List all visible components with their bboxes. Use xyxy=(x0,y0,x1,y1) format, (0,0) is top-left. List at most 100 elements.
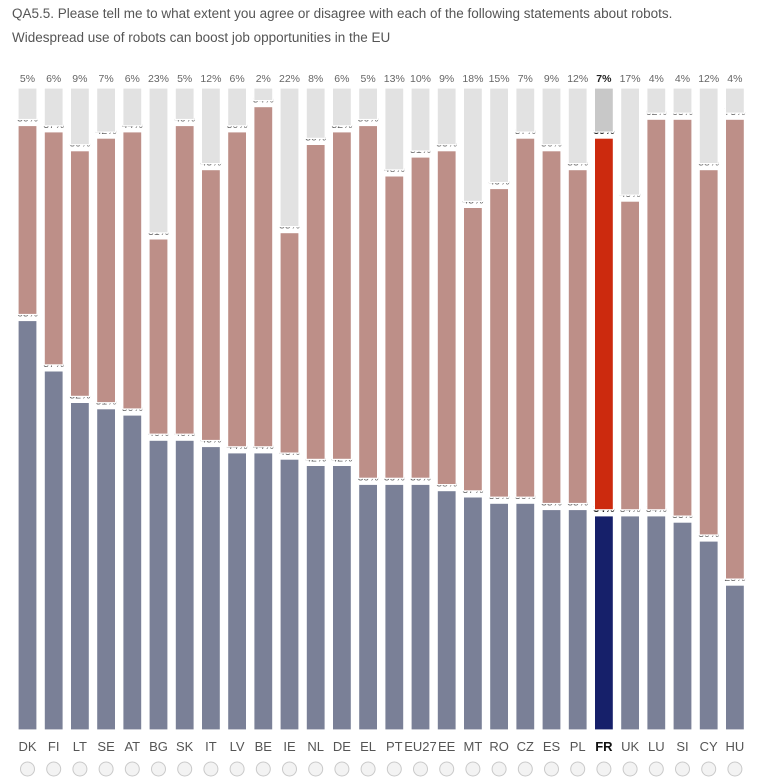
category-label-mt: MT xyxy=(464,739,483,754)
bar-disagree-pt xyxy=(384,175,405,479)
category-label-se: SE xyxy=(97,739,115,754)
bar-agree-ro xyxy=(489,502,510,731)
label-dontknow-it: 12% xyxy=(200,73,221,85)
bar-disagree-cz xyxy=(515,137,536,498)
bar-dontknow-lt xyxy=(69,87,91,146)
category-label-at: AT xyxy=(124,739,140,754)
label-dontknow-be: 2% xyxy=(256,73,271,85)
label-dontknow-el: 5% xyxy=(361,73,376,85)
category-label-be: BE xyxy=(255,739,273,754)
bar-agree-pl xyxy=(567,508,588,731)
bar-dontknow-cy xyxy=(698,87,719,165)
bar-dontknow-se xyxy=(95,87,117,133)
flag-icon-el xyxy=(360,761,376,777)
bar-agree-lv xyxy=(227,452,248,731)
bar-disagree-it xyxy=(200,169,221,442)
flag-icon-at xyxy=(124,761,140,777)
bar-disagree-de xyxy=(331,131,352,461)
bar-disagree-ro xyxy=(489,187,510,498)
label-dontknow-fr: 7% xyxy=(596,73,612,85)
bar-dontknow-lu xyxy=(646,87,667,114)
label-dontknow-de: 6% xyxy=(334,73,349,85)
bar-dontknow-bg xyxy=(148,87,169,234)
category-label-ro: RO xyxy=(489,739,509,754)
category-label-sk: SK xyxy=(176,739,194,754)
bar-dontknow-ro xyxy=(489,87,510,184)
label-dontknow-lv: 6% xyxy=(230,73,245,85)
bar-disagree-uk xyxy=(619,200,641,511)
category-label-cy: CY xyxy=(700,739,718,754)
bar-dontknow-sk xyxy=(174,87,195,121)
bar-dontknow-pt xyxy=(384,87,405,171)
flag-icon-se xyxy=(98,761,114,777)
bar-dontknow-ee xyxy=(436,87,457,146)
category-label-bg: BG xyxy=(149,739,168,754)
bar-disagree-cy xyxy=(698,169,719,536)
flag-icon-ie xyxy=(282,761,297,777)
flag-icon-cz xyxy=(517,761,533,777)
bar-dontknow-uk xyxy=(619,87,641,196)
flag-icon-de xyxy=(334,761,350,777)
bar-disagree-eu27 xyxy=(410,156,431,479)
bar-disagree-nl xyxy=(305,143,326,460)
bar-agree-fi xyxy=(43,370,64,731)
bar-disagree-mt xyxy=(462,206,483,492)
bar-dontknow-it xyxy=(200,87,221,165)
flag-icon-uk xyxy=(622,761,638,777)
bar-dontknow-mt xyxy=(462,87,483,203)
bar-agree-be xyxy=(253,452,274,731)
bar-agree-mt xyxy=(462,496,483,731)
category-label-nl: NL xyxy=(307,739,324,754)
bar-dontknow-be xyxy=(253,87,274,102)
bar-dontknow-lv xyxy=(227,87,248,127)
bar-dontknow-at xyxy=(122,87,143,127)
bar-disagree-ee xyxy=(436,150,457,486)
bar-agree-se xyxy=(95,408,117,731)
bar-agree-nl xyxy=(305,464,326,731)
category-label-de: DE xyxy=(333,739,351,754)
bar-disagree-lt xyxy=(69,150,91,397)
category-label-uk: UK xyxy=(621,739,639,754)
category-label-fi: FI xyxy=(48,739,60,754)
flag-icon-cy xyxy=(701,761,717,777)
category-label-pl: PL xyxy=(570,739,586,754)
label-dontknow-ee: 9% xyxy=(439,73,454,85)
bar-disagree-lu xyxy=(646,118,667,511)
bar-agree-it xyxy=(200,445,221,731)
flag-icon-hu xyxy=(727,761,743,777)
flag-icon-es xyxy=(544,761,559,777)
bar-disagree-be xyxy=(253,105,274,448)
bar-agree-es xyxy=(541,508,562,731)
flag-icon-bg xyxy=(151,761,166,777)
label-dontknow-ro: 15% xyxy=(489,73,510,85)
bar-agree-uk xyxy=(619,515,641,731)
bar-agree-pt xyxy=(384,483,405,731)
bar-disagree-si xyxy=(672,118,693,517)
bar-agree-fr xyxy=(593,515,615,731)
bar-dontknow-el xyxy=(358,87,379,121)
bar-agree-de xyxy=(331,464,352,731)
label-dontknow-nl: 8% xyxy=(308,73,323,85)
bar-dontknow-fi xyxy=(43,87,64,127)
bar-disagree-bg xyxy=(148,238,169,435)
bar-disagree-sk xyxy=(174,124,195,435)
category-label-fr: FR xyxy=(595,739,613,754)
label-dontknow-es: 9% xyxy=(544,73,559,85)
bar-dontknow-es xyxy=(541,87,562,146)
bar-agree-eu27 xyxy=(410,483,431,731)
category-label-ie: IE xyxy=(283,739,296,754)
bar-dontknow-eu27 xyxy=(410,87,431,152)
bar-dontknow-cz xyxy=(515,87,536,133)
label-dontknow-pt: 13% xyxy=(384,73,405,85)
label-dontknow-ie: 22% xyxy=(279,73,300,85)
bar-agree-el xyxy=(358,483,379,731)
flag-icon-pt xyxy=(386,761,402,777)
bar-agree-sk xyxy=(174,439,195,731)
bar-agree-cy xyxy=(698,540,719,731)
label-dontknow-uk: 17% xyxy=(620,73,641,85)
flag-icon-pl xyxy=(570,761,586,777)
flag-icon-ro xyxy=(491,761,507,777)
label-dontknow-hu: 4% xyxy=(727,73,742,85)
flag-icon-lt xyxy=(72,761,88,777)
bar-disagree-at xyxy=(122,131,143,410)
